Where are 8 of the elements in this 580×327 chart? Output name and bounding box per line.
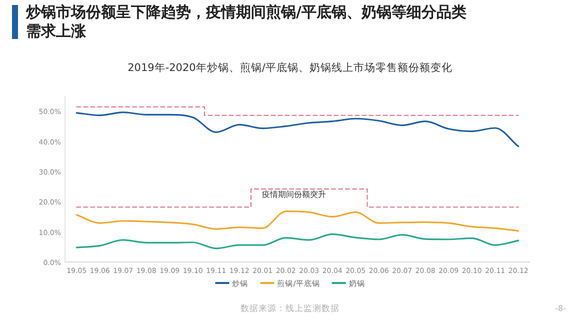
line-series — [76, 210, 520, 232]
chart-subtitle: 2019年-2020年炒锅、煎锅/平底锅、奶锅线上市场零售额份额变化 — [128, 61, 452, 74]
chart-title: 炒锅市场份额呈下降趋势，疫情期间煎锅/平底锅、奶锅等细分品类需求上涨 — [26, 3, 468, 41]
line-series — [76, 233, 520, 250]
annotation: 疫情期间份额突升 — [262, 190, 326, 200]
source-note: 数据来源：线上监测数据 — [240, 303, 340, 314]
line-series — [76, 112, 520, 148]
text: -8- — [555, 304, 566, 313]
